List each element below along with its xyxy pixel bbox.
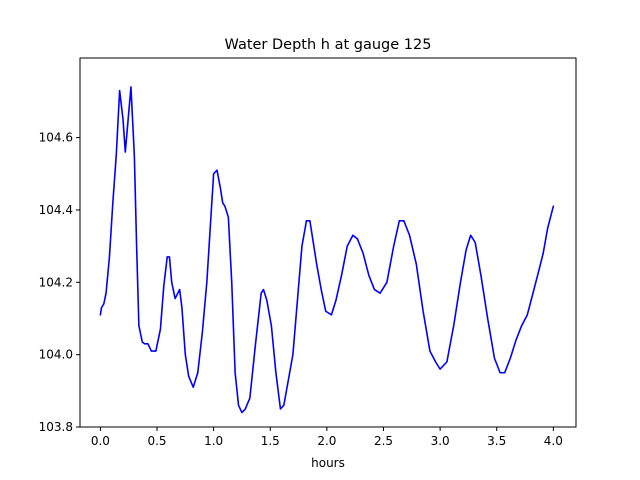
- x-tick-label: 2.5: [374, 434, 393, 448]
- x-tick-label: 3.0: [431, 434, 450, 448]
- x-tick-label: 1.5: [261, 434, 280, 448]
- axes-frame: [79, 57, 577, 428]
- x-axis-label: hours: [311, 456, 345, 470]
- x-tick-label: 0.0: [91, 434, 110, 448]
- series-line-0: [99, 86, 555, 414]
- x-tick-label: 4.0: [544, 434, 563, 448]
- x-tick-label: 2.0: [317, 434, 336, 448]
- x-tick-label: 0.5: [147, 434, 166, 448]
- x-tick-label: 1.0: [204, 434, 223, 448]
- plot-area: 0.0 0.5 1.0 1.5 2.0 2.5 3.0 3.5 4.0 103.8 104.0 104…: [39, 57, 577, 448]
- y-tick-label: 104.0: [39, 348, 73, 362]
- y-tick-label: 104.6: [39, 131, 73, 145]
- y-tick-label: 104.2: [39, 275, 73, 289]
- y-tick-label: 104.4: [39, 203, 73, 217]
- chart-title: Water Depth h at gauge 125: [225, 37, 432, 53]
- x-tick-label: 3.5: [487, 434, 506, 448]
- y-tick-label: 103.8: [39, 420, 73, 434]
